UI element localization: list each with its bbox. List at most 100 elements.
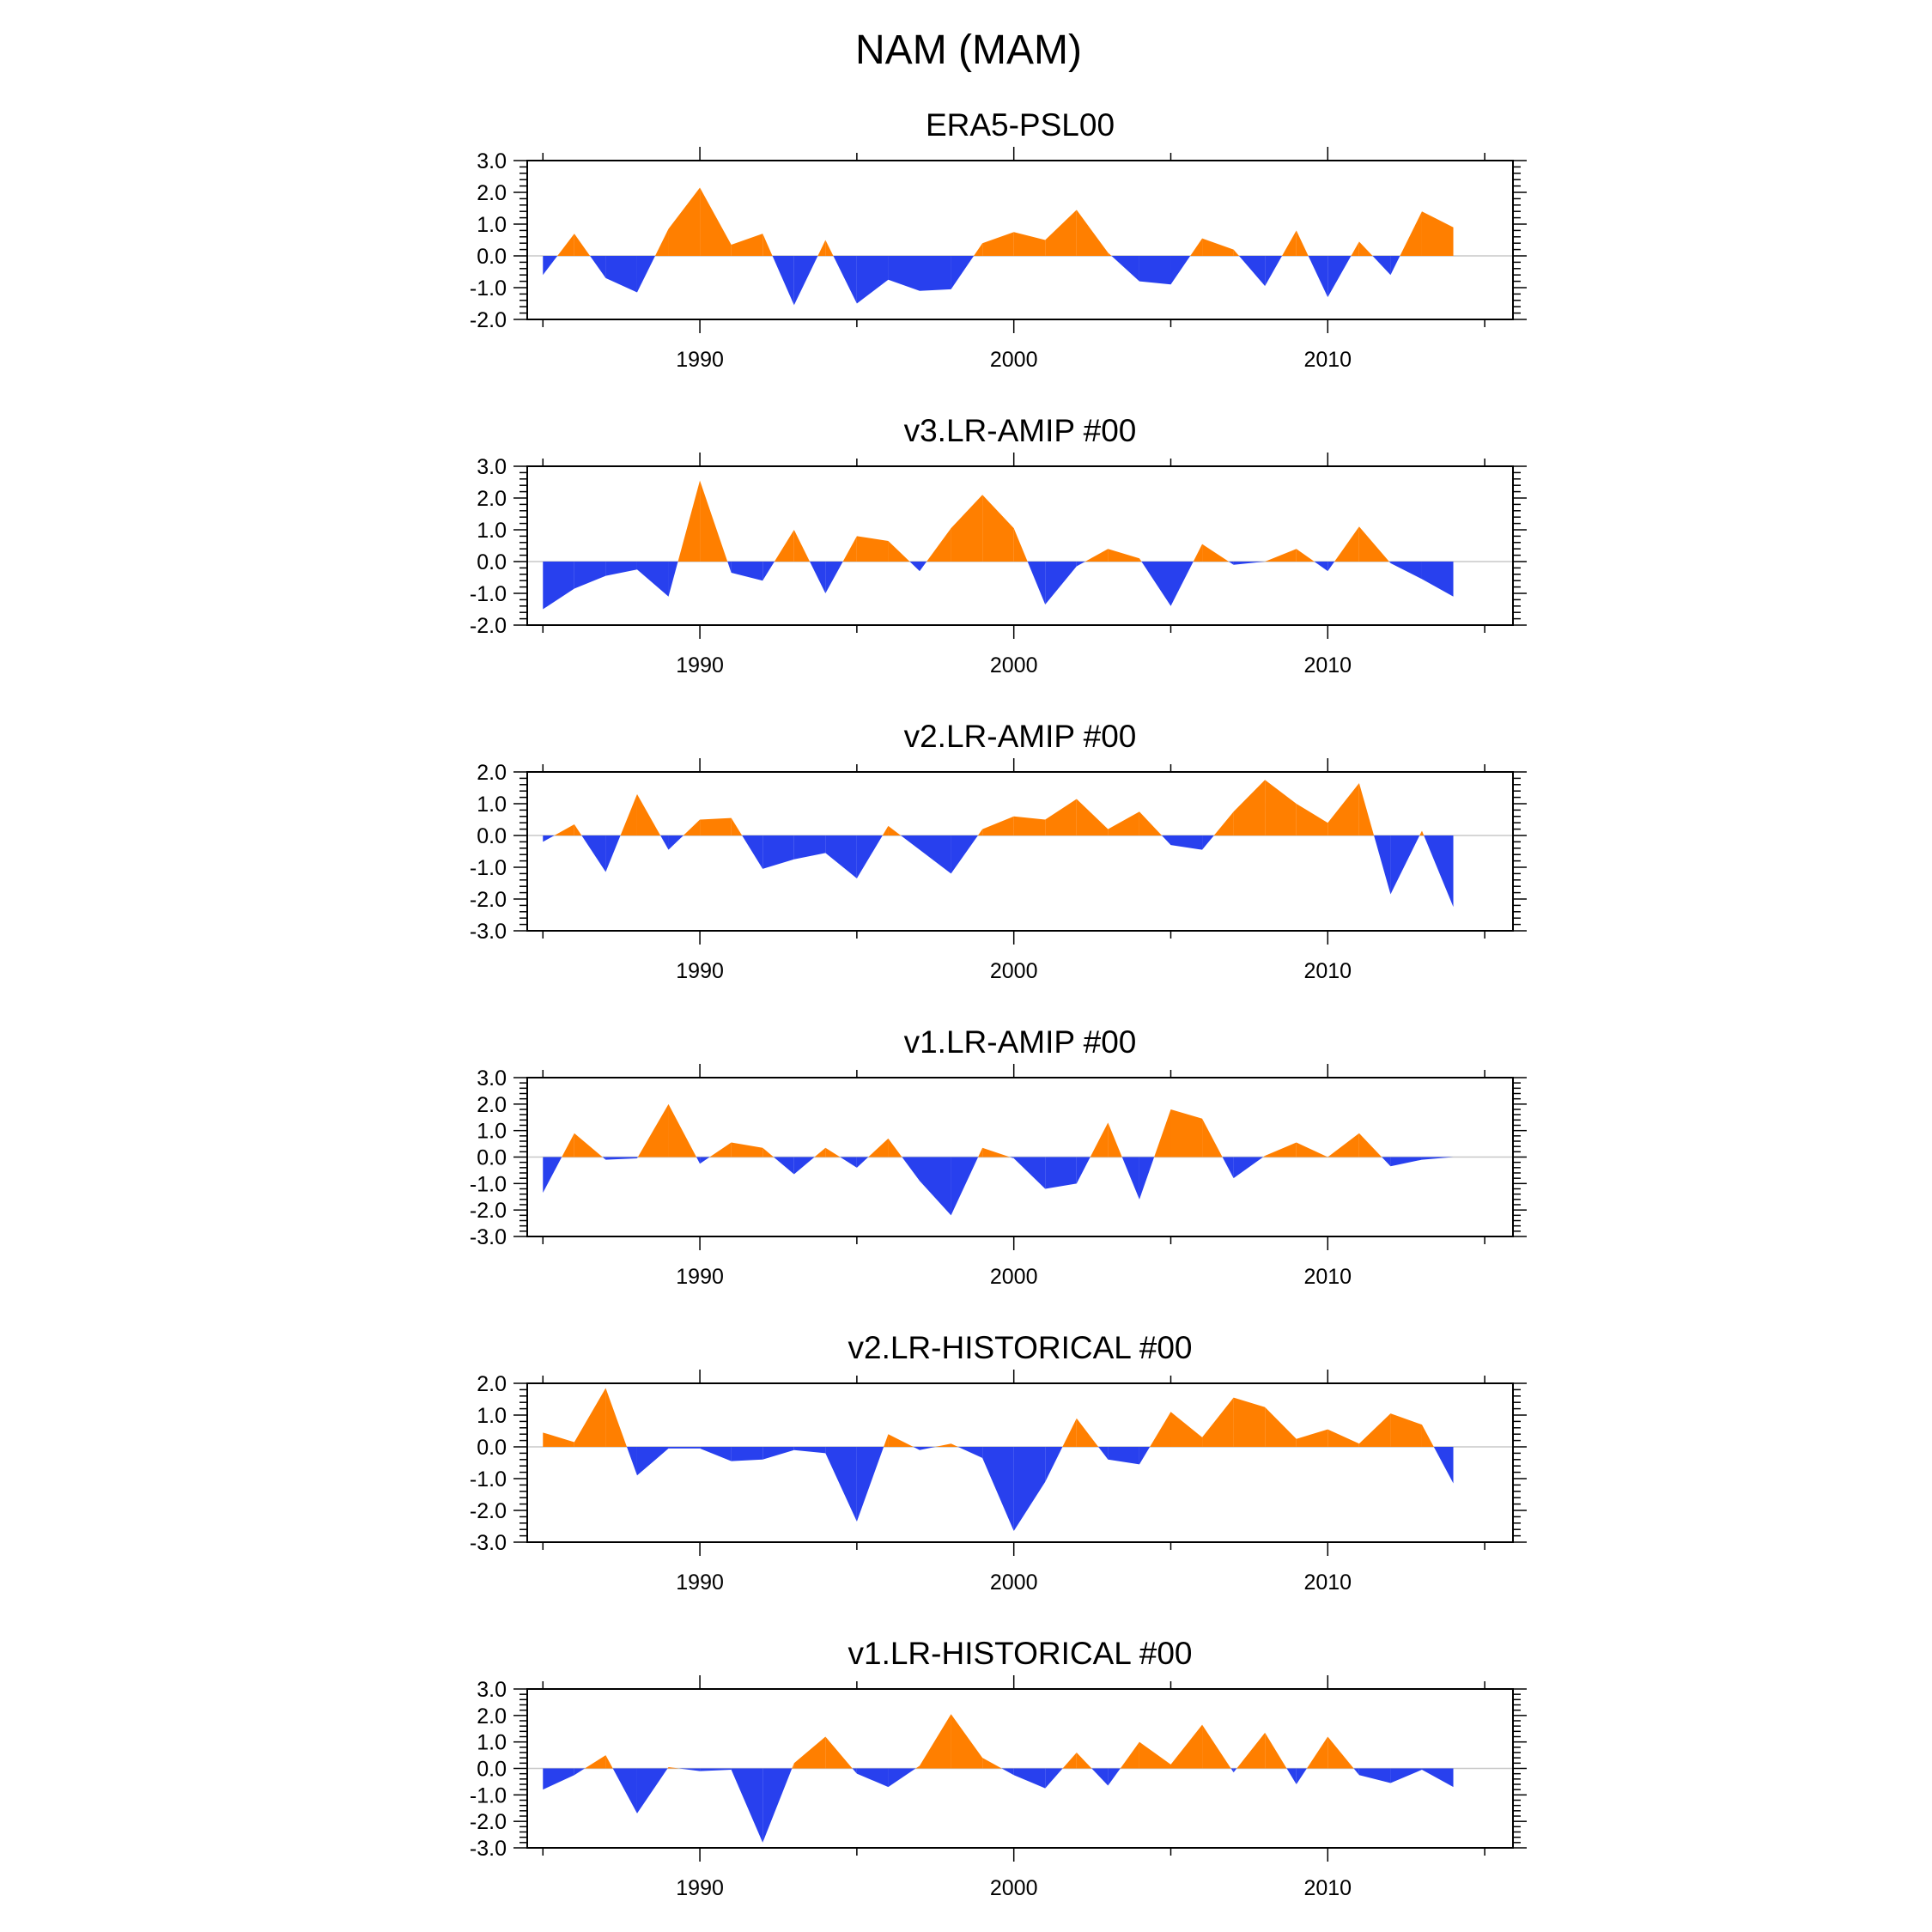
y-tick-label: 0.0 <box>477 1146 507 1170</box>
positive-area-segment <box>1202 1724 1231 1769</box>
positive-area-segment <box>1202 544 1229 562</box>
y-axis-ticks <box>513 1382 1527 1543</box>
negative-area-segment <box>793 835 826 860</box>
positive-area-segment <box>1358 526 1389 562</box>
positive-area-segment <box>1139 811 1163 835</box>
positive-area-segment <box>585 1755 606 1769</box>
negative-area-segment <box>1001 1768 1014 1776</box>
negative-area-segment <box>762 562 775 581</box>
negative-area-segment <box>1286 1768 1297 1784</box>
positive-area-segment <box>825 1736 853 1769</box>
positive-area-segment <box>793 530 811 562</box>
positive-area-segment <box>1013 528 1028 562</box>
negative-area-segment <box>1308 256 1328 298</box>
negative-area-segment <box>605 256 637 293</box>
positive-area-segment <box>1265 549 1297 562</box>
chart-panel-3: v2.LR-AMIP #00 2.0 1.0 0.0 -1.0 -2.0 -3.0 1990 2… <box>470 719 1527 983</box>
positive-area-segment <box>1233 780 1266 835</box>
negative-area-segment <box>668 835 683 850</box>
positive-area-segment <box>731 817 743 835</box>
positive-area-segment <box>825 240 834 256</box>
positive-area-segment <box>1084 549 1109 562</box>
negative-area-segment <box>793 256 818 306</box>
positive-area-segment <box>1419 830 1422 835</box>
x-tick-label: 2010 <box>1303 1876 1352 1900</box>
y-tick-label: -2.0 <box>470 1810 507 1834</box>
negative-area-segment <box>920 1157 951 1216</box>
positive-area-segment <box>974 243 983 256</box>
positive-area-segment <box>1390 1413 1422 1447</box>
positive-area-segment <box>1334 526 1359 562</box>
negative-area-segment <box>1327 562 1335 572</box>
positive-area-segment <box>1108 811 1139 835</box>
chart-panel-5: v2.LR-HISTORICAL #00 2.0 1.0 0.0 -1.0 -2.0 -3.… <box>470 1330 1527 1595</box>
positive-area-segment <box>605 1755 613 1769</box>
y-tick-label: 1.0 <box>477 1120 507 1144</box>
negative-area-segment <box>902 1157 920 1182</box>
positive-area-segment <box>1296 549 1315 562</box>
negative-area-segment <box>1374 835 1391 895</box>
negative-area-segment <box>1139 256 1171 285</box>
positive-area-segment <box>1090 1122 1109 1157</box>
negative-area-segment <box>1013 1768 1046 1789</box>
positive-area-segment <box>935 1443 951 1447</box>
positive-area-segment <box>951 1714 983 1769</box>
negative-area-segment <box>605 562 637 576</box>
positive-area-segment <box>709 1142 732 1157</box>
y-tick-label: -3.0 <box>470 1225 507 1249</box>
positive-area-segment <box>654 228 669 256</box>
positive-area-segment <box>762 1147 774 1157</box>
negative-area-segment <box>1121 1157 1139 1200</box>
positive-area-segment <box>1358 782 1375 835</box>
positive-area-segment <box>731 234 763 256</box>
positive-area-segment <box>982 1147 1011 1157</box>
y-tick-label: 2.0 <box>477 487 507 511</box>
positive-area-segment <box>1296 1429 1328 1447</box>
y-tick-label: -3.0 <box>470 1837 507 1861</box>
positive-area-segment <box>1108 1122 1122 1157</box>
y-tick-label: 2.0 <box>477 1372 507 1396</box>
y-tick-label: -3.0 <box>470 1531 507 1555</box>
negative-area-segment <box>626 1447 637 1476</box>
x-tick-label: 1990 <box>676 1571 724 1595</box>
negative-area-segment <box>833 256 857 304</box>
positive-area-segment <box>1327 1736 1354 1769</box>
y-tick-label: 3.0 <box>477 455 507 479</box>
panel-title: v2.LR-HISTORICAL #00 <box>848 1330 1193 1365</box>
positive-area-segment <box>1062 1418 1077 1447</box>
x-axis-ticks <box>542 1675 1485 1862</box>
negative-area-segment <box>1390 562 1422 580</box>
positive-area-segment <box>1236 1732 1266 1769</box>
negative-area-segment <box>762 835 794 869</box>
negative-area-segment <box>1202 835 1214 850</box>
positive-area-segment <box>793 1736 826 1769</box>
negative-area-segment <box>951 256 975 289</box>
negative-area-segment <box>1170 256 1191 285</box>
positive-area-segment <box>1190 238 1203 256</box>
negative-area-segment <box>1314 562 1328 572</box>
positive-area-segment <box>1233 1397 1266 1447</box>
area-fills <box>543 780 1454 908</box>
negative-area-segment <box>1372 256 1391 276</box>
negative-area-segment <box>1233 1157 1264 1179</box>
chart-panel-2: v3.LR-AMIP #00 3.0 2.0 1.0 0.0 -1.0 -2.0 1990 20… <box>470 413 1527 677</box>
negative-area-segment <box>1390 835 1420 895</box>
positive-area-segment <box>1306 1736 1328 1769</box>
positive-area-segment <box>574 234 591 256</box>
negative-area-segment <box>1358 1768 1391 1783</box>
negative-area-segment <box>1170 835 1203 850</box>
negative-area-segment <box>762 1447 794 1460</box>
negative-area-segment <box>951 835 978 874</box>
negative-area-segment <box>636 1157 638 1159</box>
area-fills <box>543 480 1454 610</box>
positive-area-segment <box>982 1758 1002 1769</box>
y-tick-label: 1.0 <box>477 213 507 237</box>
negative-area-segment <box>920 835 951 874</box>
negative-area-segment <box>856 1447 884 1522</box>
y-tick-label: 2.0 <box>477 1093 507 1117</box>
x-tick-label: 2000 <box>990 1876 1038 1900</box>
negative-area-segment <box>660 835 669 850</box>
positive-area-segment <box>700 817 732 835</box>
negative-area-segment <box>636 1447 669 1476</box>
positive-area-segment <box>1265 1142 1297 1157</box>
